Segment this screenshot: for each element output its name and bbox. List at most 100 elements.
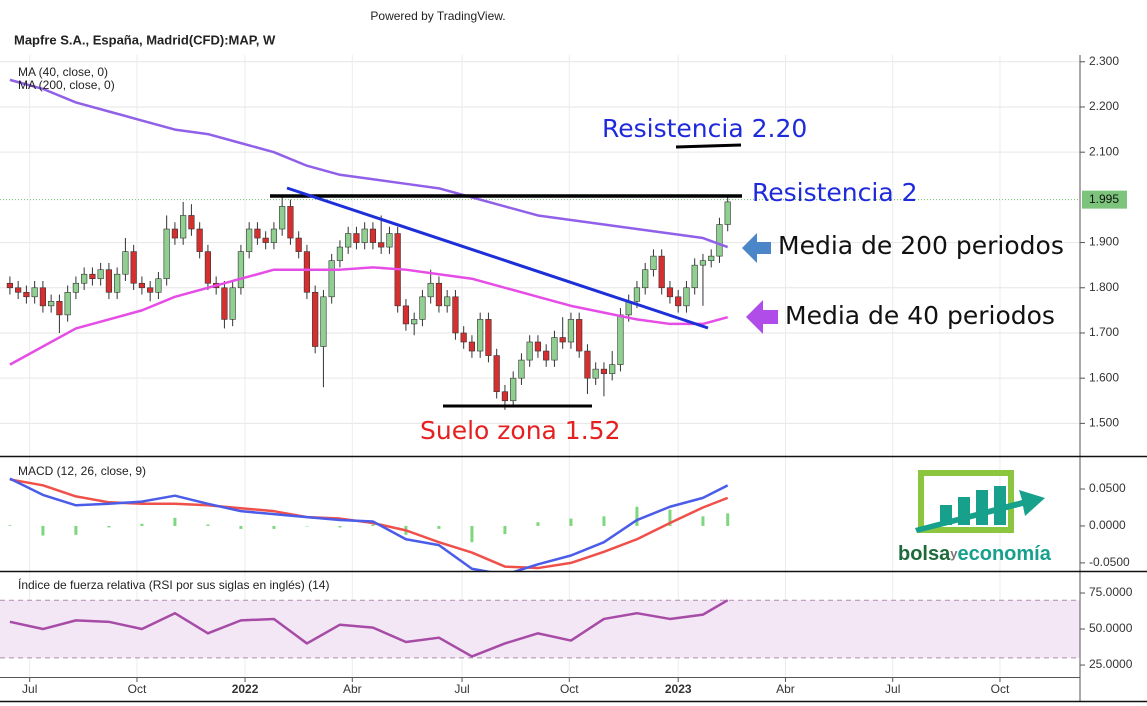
candle-body (180, 215, 187, 239)
logo-bar (994, 486, 1006, 525)
candle-body (270, 228, 278, 243)
y-tick-label: 2.200 (1089, 99, 1119, 113)
candle-body (105, 269, 113, 293)
last-price-box (1082, 190, 1127, 209)
candle-body (576, 319, 583, 352)
price-pane (0, 78, 1080, 410)
x-tick-label: Abr (343, 682, 362, 696)
candle-body (493, 355, 500, 393)
histogram-bar (503, 525, 507, 535)
candle-body (485, 319, 492, 356)
candle-body (716, 224, 723, 257)
candle-body (262, 237, 269, 243)
candle-body (683, 287, 690, 307)
y-tick-label: -0.0500 (1089, 555, 1130, 569)
candle-body (155, 278, 162, 293)
x-tick-label: 2022 (232, 682, 259, 696)
candle-body (402, 305, 410, 325)
candle-body (460, 332, 467, 343)
candle-body (204, 251, 212, 284)
candle-body (23, 291, 30, 298)
candle-body (369, 228, 377, 243)
candle-body (633, 287, 641, 302)
histogram-bar (668, 509, 672, 526)
histogram-bar (239, 525, 243, 529)
candle-body (56, 301, 63, 316)
x-tick-label: Oct (560, 682, 579, 696)
candle-body (477, 319, 484, 352)
y-tick-label: 1.600 (1089, 370, 1119, 384)
histogram-bar (173, 517, 177, 526)
y-tick-label: 2.300 (1089, 54, 1119, 68)
histogram-bar (635, 506, 639, 526)
histogram-bar (338, 525, 342, 528)
candle-body (72, 282, 80, 293)
y-tick-label: 1.500 (1089, 416, 1119, 430)
x-tick-label: Jul (454, 682, 469, 696)
rsi-pane (0, 599, 1080, 659)
logo-bar (976, 490, 988, 525)
histogram-bar (569, 518, 573, 526)
candle-body (600, 368, 608, 374)
candle-body (114, 273, 121, 293)
candle-body (559, 337, 566, 343)
candle-body (617, 314, 624, 365)
y-tick-label: 1.700 (1089, 325, 1119, 339)
candle-body (196, 228, 203, 252)
candle-body (171, 228, 179, 239)
candle-body (468, 341, 476, 352)
y-tick-label: 1.900 (1089, 235, 1119, 249)
candle-body (567, 319, 575, 343)
foreground-layer: 2.300 2.200 2.100 1.900 1.800 1.700 1.600 1.500… (22, 54, 1133, 696)
candle-body (609, 364, 616, 374)
candle-body (345, 233, 352, 248)
series-line (9, 477, 729, 571)
y-tick-label: 1.800 (1089, 280, 1119, 294)
candle-body (378, 242, 385, 248)
candle-body (708, 255, 715, 261)
last-price-label: 1.995 (1089, 192, 1119, 206)
chart-title: Mapfre S.A., España, Madrid(CFD):MAP, W (14, 32, 276, 47)
candle-body (188, 215, 195, 230)
candle-body (501, 391, 509, 402)
candle-body (6, 282, 14, 289)
candle-body (386, 233, 393, 248)
candle-body (138, 282, 146, 289)
x-tick-label: 2023 (665, 682, 692, 696)
candle-body (163, 228, 170, 280)
candle-body (724, 201, 731, 225)
candle-body (518, 359, 525, 379)
logo-arrow (915, 490, 1045, 533)
candle-body (295, 237, 302, 252)
trend-line (286, 186, 709, 330)
logo-word: bolsa (898, 543, 951, 565)
y-tick-label: 75.0000 (1089, 585, 1133, 599)
candle-body (411, 319, 418, 325)
candle-body (584, 350, 591, 379)
candle-body (221, 287, 228, 320)
candle-body (675, 296, 682, 307)
series-line (9, 599, 729, 658)
candle-body (534, 341, 542, 352)
histogram-bar (726, 513, 730, 526)
histogram-bar (602, 516, 606, 526)
candle-body (130, 251, 137, 284)
candle-body (39, 287, 47, 307)
candle-body (279, 206, 286, 230)
pane-title: Índice de fuerza relativa (RSI por sus s… (18, 577, 329, 592)
candle-body (543, 350, 550, 361)
candle-body (15, 287, 22, 293)
arrow (742, 233, 771, 263)
histogram-bar (140, 523, 144, 526)
annotation: Media de 200 periodos (778, 231, 1064, 260)
candle-body (320, 296, 327, 347)
y-tick-label: 25.0000 (1089, 657, 1133, 671)
candle-body (303, 251, 311, 293)
annotation: Resistencia 2.20 (602, 114, 807, 143)
candle-body (97, 269, 104, 280)
y-tick-label: 0.0000 (1089, 518, 1126, 532)
candle-body (89, 273, 96, 280)
annotation: Resistencia 2 (752, 178, 918, 207)
candle-body (122, 251, 129, 275)
